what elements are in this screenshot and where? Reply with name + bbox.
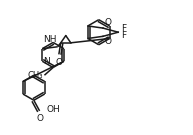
Text: O: O: [55, 58, 62, 67]
Text: NH: NH: [43, 35, 57, 44]
Text: CH₃: CH₃: [28, 71, 43, 80]
Text: OH: OH: [47, 105, 61, 114]
Text: O: O: [105, 18, 112, 27]
Text: F: F: [121, 31, 126, 40]
Text: O: O: [36, 114, 43, 123]
Text: F: F: [121, 24, 126, 33]
Text: O: O: [105, 37, 112, 46]
Text: N: N: [43, 57, 50, 66]
